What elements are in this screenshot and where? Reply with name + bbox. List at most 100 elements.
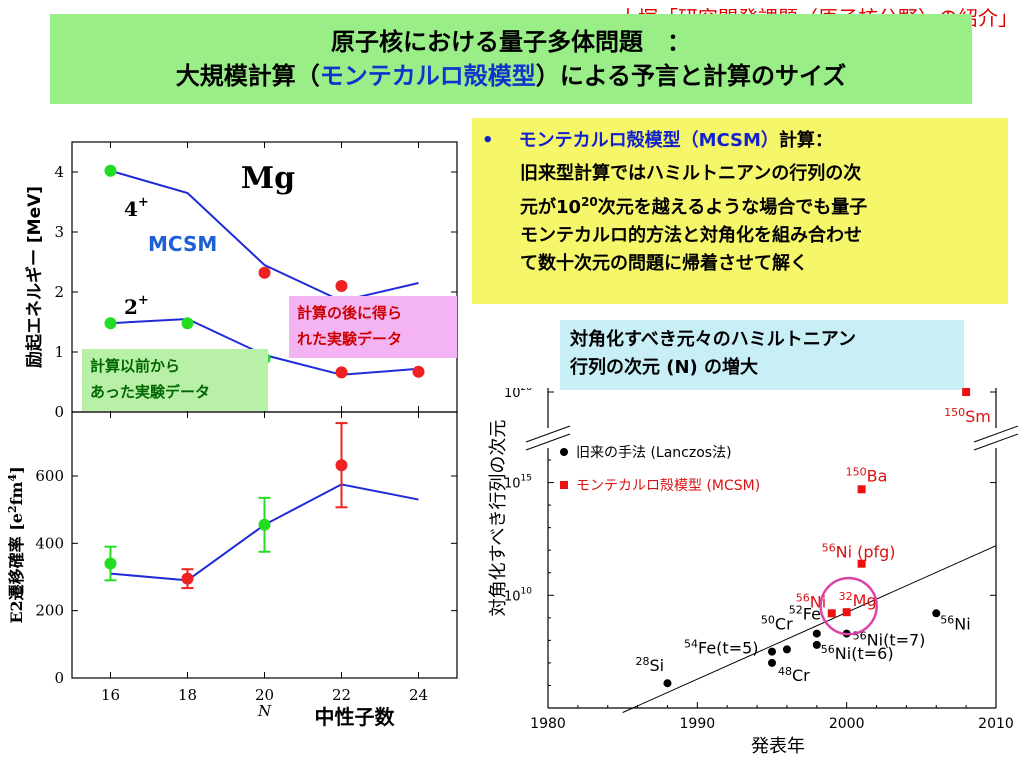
lanczos-point bbox=[782, 645, 791, 654]
title-line-2-blue: モンテカルロ殻模型 bbox=[319, 62, 536, 90]
nucleus-name: Ni(t=7) bbox=[867, 631, 926, 650]
lanczos-point bbox=[768, 658, 776, 667]
trend-line bbox=[622, 545, 997, 713]
lanczos-point-label: 54Fe(t=5) bbox=[684, 638, 759, 658]
y-tick-exp: 10 bbox=[521, 586, 533, 596]
top-y-tick-label: 3 bbox=[54, 223, 64, 241]
nucleus-mass: 52 bbox=[789, 604, 803, 617]
y-tick-base: 10 bbox=[504, 388, 521, 401]
lanczos-point-label: 48Cr bbox=[778, 665, 810, 685]
mcsm-point-label: 32Mg bbox=[839, 590, 877, 610]
lanczos-point bbox=[812, 640, 821, 649]
y-tick-label: 1028 bbox=[504, 388, 532, 401]
top-y-tick-label: 4 bbox=[54, 163, 64, 181]
axis-break-right bbox=[973, 425, 1019, 443]
info-line-1: 旧来型計算ではハミルトニアンの行列の次 bbox=[520, 163, 862, 184]
nucleus-name: Ni (pfg) bbox=[836, 543, 896, 562]
mcsm-point-label: 150Ba bbox=[846, 465, 888, 485]
title-box: 原子核における量子多体問題 ： 大規模計算（モンテカルロ殻模型）による予言と計算… bbox=[50, 14, 972, 104]
green-data-point bbox=[181, 317, 194, 330]
top-y-tick-label: 1 bbox=[54, 343, 64, 361]
lanczos-point-label: 52Fe bbox=[789, 604, 821, 624]
title-line-2: 大規模計算（モンテカルロ殻模型）による予言と計算のサイズ bbox=[176, 59, 847, 93]
info-line-2-sup: 20 bbox=[581, 195, 598, 209]
bottom-y-tick-label: 600 bbox=[35, 467, 64, 485]
green-box-line-1: 計算以前から bbox=[90, 357, 181, 375]
pre-calc-data-label: 計算以前から あった実験データ bbox=[82, 349, 268, 411]
post-calc-data-label: 計算の後に得ら れた実験データ bbox=[289, 296, 457, 358]
mcsm-point bbox=[827, 609, 836, 618]
legend-marker-lanczos bbox=[560, 448, 568, 456]
green-data-point bbox=[104, 317, 117, 330]
series-label-4+: 4+ bbox=[124, 195, 149, 221]
nucleus-mass: 56 bbox=[796, 591, 810, 604]
y-tick-label: 1015 bbox=[504, 474, 532, 492]
title-line-1: 原子核における量子多体問題 ： bbox=[331, 28, 691, 56]
series-line-4+ bbox=[110, 169, 419, 303]
red-data-point bbox=[335, 459, 348, 472]
nucleus-mass: 56 bbox=[821, 643, 835, 656]
x-tick-label: 20 bbox=[255, 686, 274, 704]
bottom-y-label-sup2: 4 bbox=[6, 474, 19, 482]
mcsm-point-label: 150Sm bbox=[944, 406, 991, 426]
green-data-point bbox=[104, 164, 117, 177]
red-data-point bbox=[258, 266, 271, 279]
nucleus-name: Ni bbox=[954, 614, 970, 633]
y-axis-label: 対角化すべき行列の次元 bbox=[488, 420, 509, 617]
green-data-point bbox=[104, 557, 117, 570]
y-tick-exp: 28 bbox=[521, 388, 533, 393]
lanczos-point bbox=[932, 609, 941, 618]
mcsm-point bbox=[857, 559, 866, 568]
nucleus-mass: 56 bbox=[940, 613, 954, 626]
nucleus-name: Fe(t=5) bbox=[698, 639, 759, 658]
mg-highlight-circle bbox=[819, 576, 878, 636]
info-paragraph: 旧来型計算ではハミルトニアンの行列の次 元が1020次元を越えるような場合でも量… bbox=[520, 160, 992, 278]
x-tick-label: 1980 bbox=[530, 716, 566, 732]
info-line-3: モンテカルロ的方法と対角化を組み合わせ bbox=[520, 225, 862, 246]
info-line-2-post: 次元を越えるような場合でも量子 bbox=[597, 197, 868, 218]
mcsm-point bbox=[962, 388, 971, 396]
green-data-point bbox=[258, 518, 271, 531]
axis-break-left bbox=[525, 433, 571, 451]
x-axis-label: 中性子数 bbox=[315, 705, 396, 729]
x-axis-label: 発表年 bbox=[751, 736, 805, 757]
series-label-main: 2 bbox=[124, 295, 138, 319]
top-y-axis-label: 励起エネルギー [MeV] bbox=[24, 186, 45, 368]
bottom-y-tick-label: 400 bbox=[35, 534, 64, 552]
legend-marker-mcsm bbox=[560, 481, 568, 489]
axis-break-left bbox=[525, 425, 571, 443]
lanczos-point-label: 56Ni bbox=[940, 613, 970, 633]
bottom-y-tick-label: 0 bbox=[54, 669, 64, 687]
green-box-line-2: あった実験データ bbox=[90, 383, 211, 401]
red-data-point bbox=[335, 280, 348, 292]
nucleus-mass: 32 bbox=[839, 590, 853, 603]
info-line-2: 元が1020次元を越えるような場合でも量子 bbox=[520, 188, 992, 222]
nucleus-mass: 150 bbox=[846, 465, 867, 478]
nucleus-name: Mg bbox=[853, 591, 877, 610]
mcsm-point bbox=[842, 608, 851, 617]
info-line-4: て数十次元の問題に帰着させて解く bbox=[520, 253, 808, 274]
info-heading: • モンテカルロ殻模型（MCSM）計算： bbox=[482, 126, 833, 152]
bottom-y-axis-label: E2遷移確率 [e2fm4] bbox=[6, 466, 26, 623]
mcsm-label: MCSM bbox=[148, 232, 217, 256]
y-tick-base: 10 bbox=[504, 589, 521, 604]
nucleus-mass: 50 bbox=[761, 613, 775, 626]
bottom-y-label-post: ] bbox=[7, 466, 26, 474]
nucleus-name: Ni(t=6) bbox=[835, 644, 894, 663]
right-chart: 1980 1990 2000 2010発表年101010151028対角化すべき行列の… bbox=[488, 388, 1019, 757]
x-tick-label: 2010 bbox=[978, 716, 1014, 732]
lanczos-point-label: 56Ni(t=6) bbox=[821, 643, 894, 663]
x-tick-label: 2000 bbox=[829, 716, 865, 732]
top-y-tick-label: 0 bbox=[54, 403, 64, 421]
y-tick-base: 10 bbox=[504, 477, 521, 492]
dimension-caption-box: 対角化すべき元々のハミルトニアン 行列の次元 (N) の増大 bbox=[560, 320, 964, 390]
nucleus-mass: 54 bbox=[684, 638, 698, 651]
info-box: • モンテカルロ殻模型（MCSM）計算： 旧来型計算ではハミルトニアンの行列の次… bbox=[472, 118, 1008, 304]
series-label-main: 4 bbox=[124, 197, 138, 221]
info-heading-black: 計算： bbox=[778, 130, 833, 151]
series-label-2+: 2+ bbox=[124, 293, 149, 319]
mcsm-point-label: 56Ni (pfg) bbox=[822, 542, 896, 562]
lanczos-point-label: 50Cr bbox=[761, 613, 793, 633]
bullet: • bbox=[482, 130, 494, 151]
x-tick-label: 18 bbox=[178, 686, 197, 704]
